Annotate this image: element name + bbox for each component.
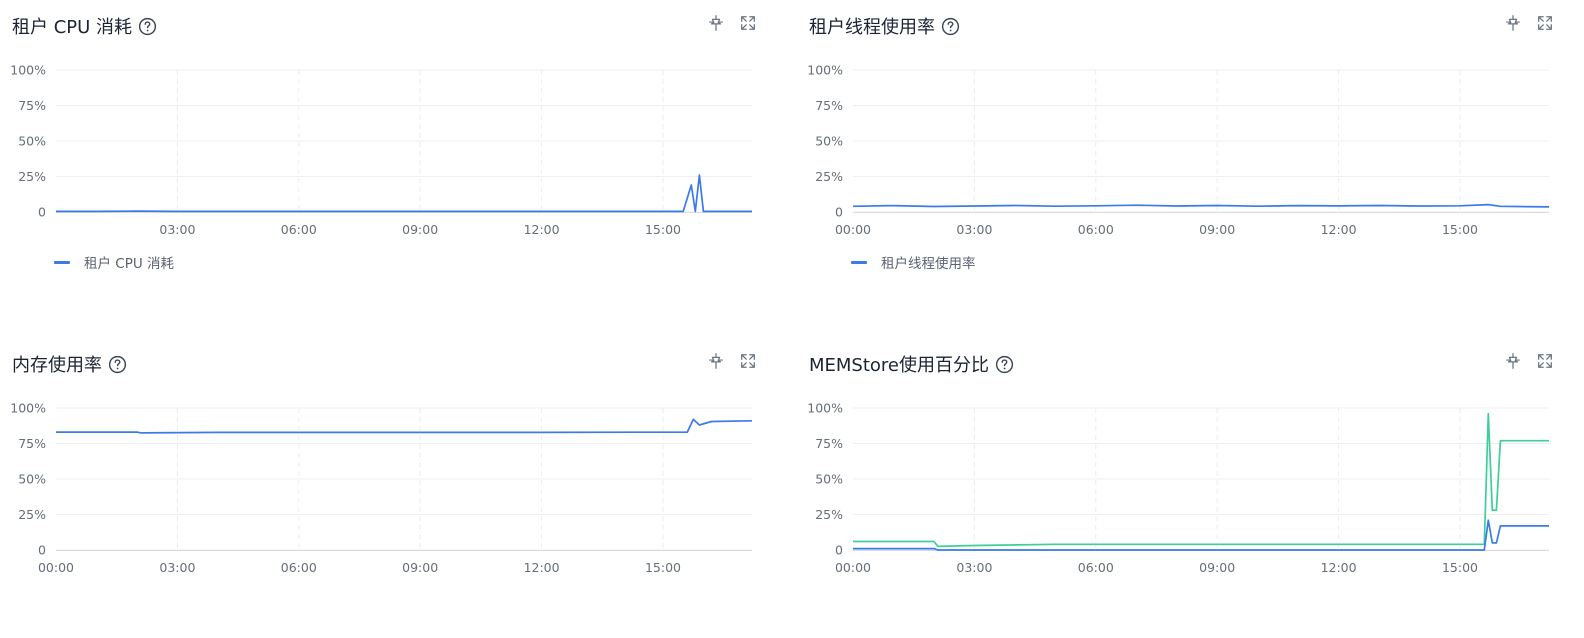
- y-tick-label: 75%: [18, 98, 46, 113]
- x-tick-label: 06:00: [281, 560, 317, 575]
- fullscreen-icon[interactable]: [1536, 14, 1554, 32]
- y-tick-label: 50%: [815, 134, 843, 149]
- chart-panel-tenant-thread: 租户线程使用率 100% 75% 50% 25% 0 00:00 03:00 06:00 09:…: [797, 0, 1572, 300]
- panel-header: MEMStore使用百分比: [809, 350, 1014, 378]
- y-tick-label: 75%: [18, 436, 46, 451]
- panel-header: 租户 CPU 消耗: [12, 12, 157, 40]
- y-tick-label: 100%: [807, 401, 843, 416]
- panel-title: 租户线程使用率: [809, 17, 935, 38]
- x-tick-label: 15:00: [645, 222, 681, 237]
- y-tick-label: 0: [38, 543, 46, 558]
- x-tick-label: 12:00: [524, 222, 560, 237]
- chart-panel-tenant-cpu: 租户 CPU 消耗 100% 75% 50% 25% 0 03:00 06:00 09:00 1…: [0, 0, 775, 300]
- line-chart: 100% 75% 50% 25% 0 00:00 03:00 06:00 09:00 12:00 1…: [807, 401, 1549, 575]
- chart-panel-memstore: MEMStore使用百分比 100% 75% 50% 25% 0 00:00 03:00 06…: [797, 338, 1572, 638]
- panel-title: MEMStore使用百分比: [809, 355, 990, 376]
- pin-icon[interactable]: [707, 352, 725, 370]
- panel-tools: [1504, 352, 1554, 370]
- help-circle-icon[interactable]: [108, 355, 127, 374]
- chart-panel-memory: 内存使用率 100% 75% 50% 25% 0 00:00 03:00 06:00 09:00…: [0, 338, 775, 638]
- x-tick-label: 06:00: [281, 222, 317, 237]
- panel-title: 内存使用率: [12, 355, 102, 376]
- y-tick-label: 50%: [815, 472, 843, 487]
- panel-header: 内存使用率: [12, 350, 127, 378]
- help-circle-icon[interactable]: [138, 17, 157, 36]
- x-tick-label: 00:00: [835, 560, 871, 575]
- legend-item[interactable]: 租户 CPU 消耗: [54, 252, 174, 272]
- y-tick-label: 0: [835, 543, 843, 558]
- y-tick-label: 25%: [815, 169, 843, 184]
- line-chart: 100% 75% 50% 25% 0 03:00 06:00 09:00 12:00 15:00: [10, 63, 752, 237]
- series-line-0: [56, 418, 753, 434]
- panel-tools: [707, 352, 757, 370]
- line-chart: 100% 75% 50% 25% 0 00:00 03:00 06:00 09:00 12:00 1…: [10, 401, 753, 575]
- y-tick-label: 25%: [815, 507, 843, 522]
- pin-icon[interactable]: [707, 14, 725, 32]
- x-tick-label: 15:00: [1442, 560, 1478, 575]
- series-line-0: [853, 412, 1549, 548]
- legend-label: 租户 CPU 消耗: [84, 256, 175, 272]
- x-tick-label: 03:00: [956, 560, 992, 575]
- series-line-0: [56, 174, 752, 213]
- legend-label: 租户线程使用率: [881, 256, 976, 272]
- fullscreen-icon[interactable]: [739, 352, 757, 370]
- y-tick-label: 25%: [18, 507, 46, 522]
- x-tick-label: 06:00: [1078, 560, 1114, 575]
- help-circle-icon[interactable]: [941, 17, 960, 36]
- x-tick-label: 12:00: [1321, 560, 1357, 575]
- x-tick-label: 12:00: [524, 560, 560, 575]
- y-tick-label: 75%: [815, 436, 843, 451]
- y-tick-label: 50%: [18, 134, 46, 149]
- series-line-1: [853, 519, 1549, 551]
- pin-icon[interactable]: [1504, 14, 1522, 32]
- y-tick-label: 100%: [10, 401, 46, 416]
- legend-swatch: [851, 260, 867, 264]
- x-tick-label: 15:00: [645, 560, 681, 575]
- panel-tools: [1504, 14, 1554, 32]
- x-tick-label: 09:00: [1199, 560, 1235, 575]
- x-tick-label: 12:00: [1321, 222, 1357, 237]
- y-tick-label: 50%: [18, 472, 46, 487]
- x-tick-label: 06:00: [1078, 222, 1114, 237]
- fullscreen-icon[interactable]: [739, 14, 757, 32]
- fullscreen-icon[interactable]: [1536, 352, 1554, 370]
- x-tick-label: 15:00: [1442, 222, 1478, 237]
- legend-item[interactable]: 租户线程使用率: [851, 252, 976, 272]
- y-tick-label: 75%: [815, 98, 843, 113]
- x-tick-label: 03:00: [159, 560, 195, 575]
- x-tick-label: 09:00: [1199, 222, 1235, 237]
- x-tick-label: 03:00: [159, 222, 195, 237]
- y-tick-label: 0: [38, 205, 46, 220]
- y-tick-label: 0: [835, 205, 843, 220]
- line-chart: 100% 75% 50% 25% 0 00:00 03:00 06:00 09:00 12:00 1…: [807, 63, 1550, 237]
- panel-header: 租户线程使用率: [809, 12, 960, 40]
- x-tick-label: 03:00: [956, 222, 992, 237]
- panel-tools: [707, 14, 757, 32]
- help-circle-icon[interactable]: [995, 355, 1014, 374]
- y-tick-label: 100%: [10, 63, 46, 78]
- series-line-0: [852, 203, 1550, 208]
- legend-swatch: [54, 260, 70, 264]
- pin-icon[interactable]: [1504, 352, 1522, 370]
- x-tick-label: 00:00: [835, 222, 871, 237]
- y-tick-label: 25%: [18, 169, 46, 184]
- y-tick-label: 100%: [807, 63, 843, 78]
- panel-title: 租户 CPU 消耗: [12, 17, 133, 38]
- x-tick-label: 09:00: [402, 222, 438, 237]
- x-tick-label: 00:00: [38, 560, 74, 575]
- x-tick-label: 09:00: [402, 560, 438, 575]
